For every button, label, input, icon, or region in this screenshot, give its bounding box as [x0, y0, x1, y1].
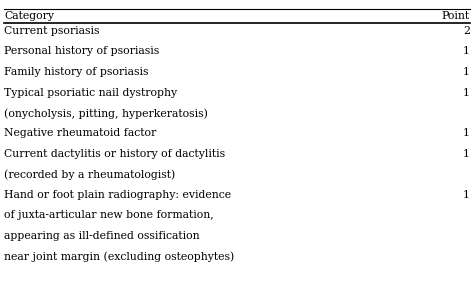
Text: appearing as ill-defined ossification: appearing as ill-defined ossification: [4, 231, 200, 241]
Text: Personal history of psoriasis: Personal history of psoriasis: [4, 47, 159, 57]
Text: 1: 1: [463, 190, 470, 200]
Text: 1: 1: [463, 67, 470, 77]
Text: 2: 2: [463, 26, 470, 36]
Text: 1: 1: [463, 149, 470, 159]
Text: (recorded by a rheumatologist): (recorded by a rheumatologist): [4, 170, 175, 180]
Text: Point: Point: [442, 11, 470, 21]
Text: Current psoriasis: Current psoriasis: [4, 26, 100, 36]
Text: near joint margin (excluding osteophytes): near joint margin (excluding osteophytes…: [4, 251, 234, 262]
Text: Current dactylitis or history of dactylitis: Current dactylitis or history of dactyli…: [4, 149, 225, 159]
Text: (onycholysis, pitting, hyperkeratosis): (onycholysis, pitting, hyperkeratosis): [4, 108, 208, 119]
Text: Family history of psoriasis: Family history of psoriasis: [4, 67, 148, 77]
Text: Typical psoriatic nail dystrophy: Typical psoriatic nail dystrophy: [4, 88, 177, 97]
Text: 1: 1: [463, 129, 470, 138]
Text: Negative rheumatoid factor: Negative rheumatoid factor: [4, 129, 156, 138]
Text: of juxta-articular new bone formation,: of juxta-articular new bone formation,: [4, 210, 214, 220]
Text: Category: Category: [4, 11, 54, 21]
Text: 1: 1: [463, 88, 470, 97]
Text: Hand or foot plain radiography: evidence: Hand or foot plain radiography: evidence: [4, 190, 231, 200]
Text: 1: 1: [463, 47, 470, 57]
